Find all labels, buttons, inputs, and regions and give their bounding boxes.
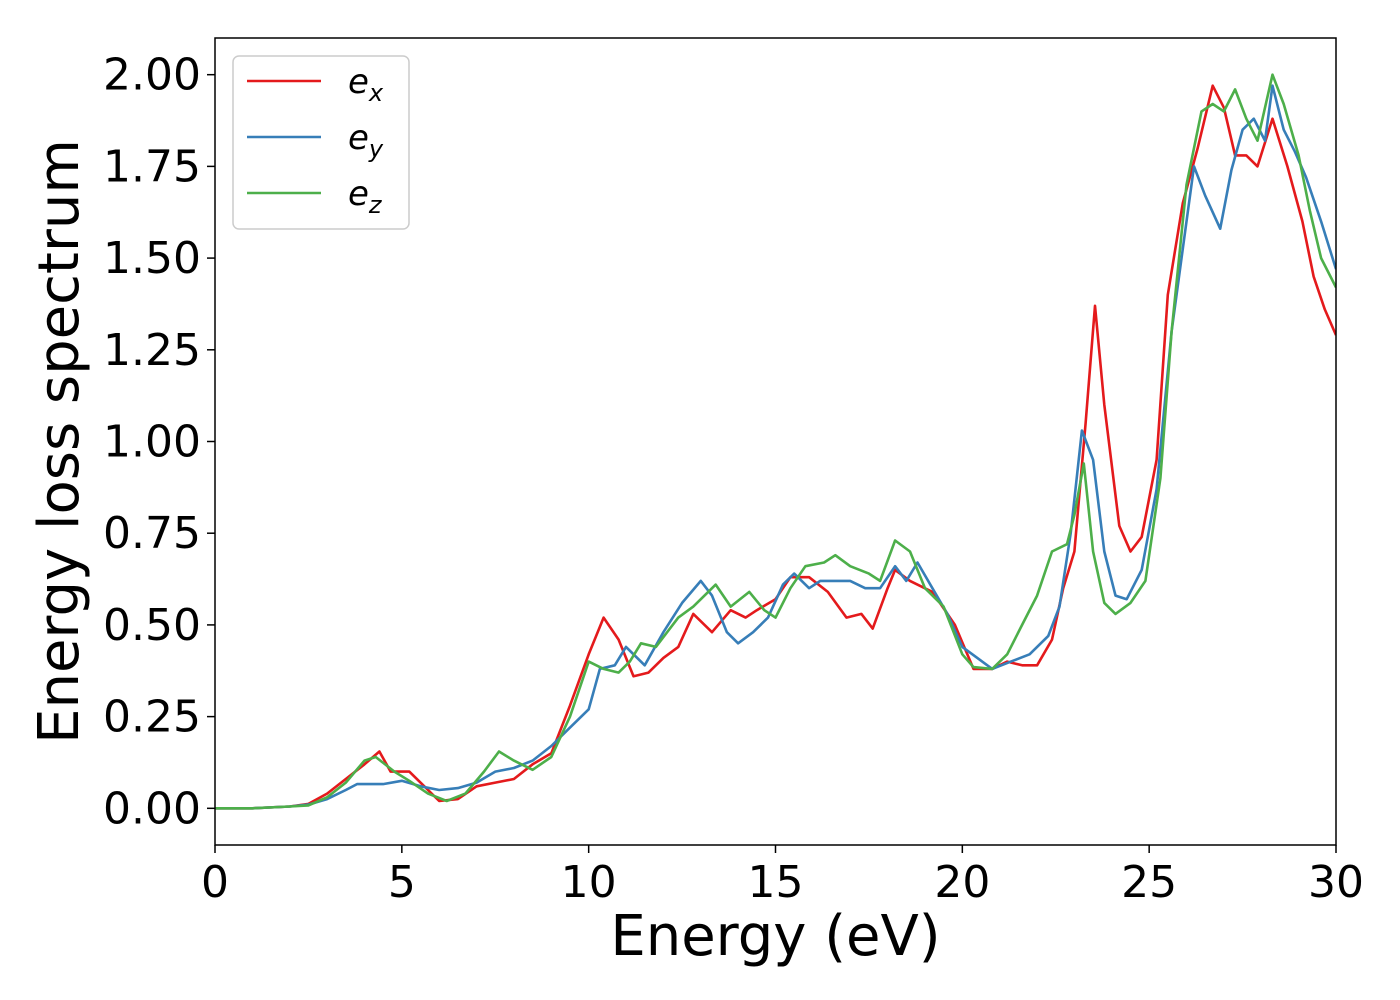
y-tick-label: 0.25 (103, 692, 201, 743)
y-tick-label: 0.00 (103, 783, 201, 834)
legend-label-z: ez (348, 174, 383, 219)
legend-label-y: ey (348, 118, 384, 163)
y-tick-label: 2.00 (103, 50, 201, 101)
series-line-y (215, 84, 1336, 810)
y-tick-label: 1.50 (103, 233, 201, 284)
y-tick-label: 0.50 (103, 600, 201, 651)
legend: ex ey ez (232, 55, 410, 230)
x-tick-label: 5 (388, 857, 416, 908)
x-tick-label: 25 (1121, 857, 1177, 908)
x-tick-label: 10 (561, 857, 617, 908)
legend-label-x: ex (348, 62, 384, 107)
x-axis: 0 5 10 15 20 25 30 (201, 845, 1364, 908)
y-tick-label: 0.75 (103, 508, 201, 559)
y-tick-label: 1.00 (103, 417, 201, 468)
x-tick-label: 0 (201, 857, 229, 908)
x-tick-label: 20 (934, 857, 990, 908)
x-tick-label: 30 (1308, 857, 1364, 908)
y-axis: 0.00 0.25 0.50 0.75 1.00 1.25 1.50 1.75 2.00 (103, 50, 215, 834)
x-axis-label: Energy (eV) (610, 904, 940, 969)
x-tick-label: 15 (748, 857, 804, 908)
series-line-z (215, 73, 1336, 810)
y-axis-label: Energy loss spectrum (27, 139, 92, 744)
y-tick-label: 1.75 (103, 141, 201, 192)
plot-area (215, 73, 1336, 810)
legend-box (232, 55, 410, 230)
y-tick-label: 1.25 (103, 325, 201, 376)
